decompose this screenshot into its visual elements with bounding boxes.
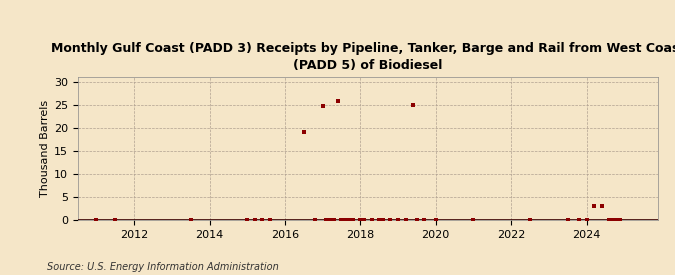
Y-axis label: Thousand Barrels: Thousand Barrels xyxy=(40,100,49,197)
Point xyxy=(377,218,388,222)
Point xyxy=(242,218,252,222)
Point xyxy=(336,218,347,222)
Point xyxy=(355,218,366,222)
Point xyxy=(589,204,599,208)
Point xyxy=(249,218,260,222)
Point xyxy=(596,204,607,208)
Point xyxy=(385,218,396,222)
Point xyxy=(612,218,622,222)
Point xyxy=(344,218,354,222)
Point xyxy=(298,130,309,134)
Point xyxy=(581,218,592,222)
Point xyxy=(367,218,377,222)
Point xyxy=(358,218,369,222)
Point xyxy=(110,218,121,222)
Point xyxy=(329,218,340,222)
Point xyxy=(400,218,411,222)
Point xyxy=(562,218,573,222)
Point xyxy=(431,218,441,222)
Point xyxy=(257,218,268,222)
Point xyxy=(325,218,335,222)
Point xyxy=(393,218,404,222)
Point xyxy=(265,218,275,222)
Point xyxy=(615,218,626,222)
Point xyxy=(340,218,350,222)
Point xyxy=(408,103,418,107)
Point xyxy=(310,218,321,222)
Point xyxy=(332,99,343,103)
Point xyxy=(524,218,535,222)
Point xyxy=(186,218,196,222)
Point xyxy=(603,218,614,222)
Point xyxy=(321,218,332,222)
Title: Monthly Gulf Coast (PADD 3) Receipts by Pipeline, Tanker, Barge and Rail from We: Monthly Gulf Coast (PADD 3) Receipts by … xyxy=(51,42,675,72)
Point xyxy=(574,218,585,222)
Point xyxy=(374,218,385,222)
Point xyxy=(608,218,618,222)
Point xyxy=(419,218,430,222)
Point xyxy=(91,218,102,222)
Point xyxy=(412,218,423,222)
Point xyxy=(468,218,479,222)
Point xyxy=(348,218,358,222)
Point xyxy=(317,103,328,108)
Text: Source: U.S. Energy Information Administration: Source: U.S. Energy Information Administ… xyxy=(47,262,279,272)
